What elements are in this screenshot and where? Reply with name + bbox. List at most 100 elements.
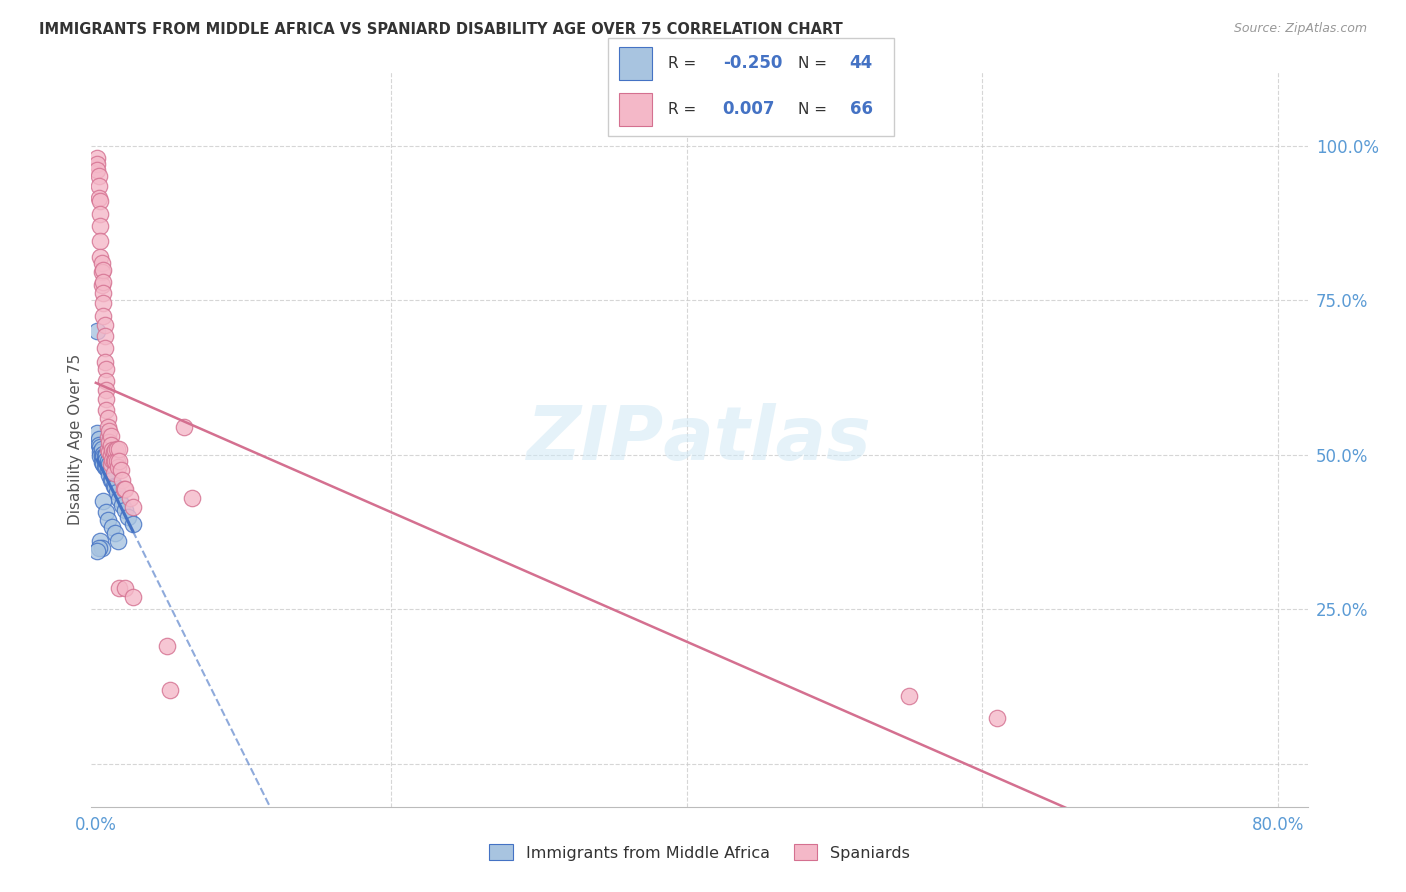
Point — [103, 478, 125, 492]
Point — [97, 513, 120, 527]
Point — [91, 457, 114, 471]
Point — [96, 505, 118, 519]
Point — [114, 503, 136, 517]
Point — [108, 581, 131, 595]
Point — [100, 461, 122, 475]
Point — [118, 491, 141, 505]
Point — [87, 191, 110, 205]
Point — [100, 473, 122, 487]
Point — [173, 420, 195, 434]
Legend: Immigrants from Middle Africa, Spaniards: Immigrants from Middle Africa, Spaniards — [482, 838, 917, 867]
Point — [87, 433, 110, 447]
Point — [97, 430, 120, 444]
Point — [101, 520, 124, 534]
Point — [159, 682, 181, 697]
Point — [96, 452, 118, 467]
Point — [100, 429, 122, 443]
FancyBboxPatch shape — [620, 93, 652, 126]
Point — [107, 534, 129, 549]
Y-axis label: Disability Age Over 75: Disability Age Over 75 — [67, 354, 83, 524]
Point — [104, 480, 127, 494]
Text: R =: R = — [668, 102, 696, 117]
Point — [117, 509, 139, 524]
Point — [96, 460, 118, 475]
Point — [111, 499, 134, 513]
Point — [103, 444, 125, 458]
Point — [91, 450, 114, 465]
Point — [91, 446, 114, 460]
Point — [89, 449, 111, 463]
Text: ZIPаtlas: ZIPаtlas — [527, 403, 872, 475]
Point — [89, 194, 111, 209]
Point — [86, 163, 108, 178]
Point — [91, 275, 114, 289]
Point — [112, 482, 135, 496]
Point — [986, 710, 1008, 724]
Point — [107, 460, 129, 475]
Point — [91, 285, 114, 300]
Text: N =: N = — [799, 56, 827, 70]
Point — [105, 442, 128, 456]
Point — [96, 448, 118, 462]
Point — [93, 318, 115, 332]
Point — [93, 460, 115, 475]
Point — [89, 444, 111, 458]
Point — [91, 296, 114, 310]
Point — [114, 581, 136, 595]
Point — [91, 263, 114, 277]
Point — [103, 454, 125, 468]
Point — [90, 277, 112, 292]
Point — [100, 438, 122, 452]
Point — [111, 473, 134, 487]
Point — [89, 206, 111, 220]
Point — [87, 178, 110, 193]
Point — [89, 235, 111, 249]
FancyBboxPatch shape — [607, 37, 894, 136]
Point — [110, 463, 132, 477]
Point — [180, 491, 202, 505]
Point — [98, 457, 121, 471]
Point — [90, 256, 112, 270]
Point — [897, 689, 920, 703]
Point — [104, 454, 127, 468]
Text: 66: 66 — [849, 100, 873, 118]
Point — [96, 374, 118, 388]
Point — [90, 265, 112, 279]
Point — [93, 342, 115, 356]
Point — [97, 410, 120, 425]
Point — [97, 463, 120, 477]
Point — [93, 329, 115, 343]
Point — [97, 454, 120, 468]
Point — [90, 541, 112, 555]
Point — [86, 151, 108, 165]
Point — [101, 442, 124, 457]
Point — [108, 442, 131, 456]
Point — [86, 426, 108, 441]
Point — [89, 534, 111, 549]
Point — [100, 448, 122, 462]
Point — [86, 324, 108, 338]
Text: R =: R = — [668, 56, 696, 70]
Text: IMMIGRANTS FROM MIDDLE AFRICA VS SPANIARD DISABILITY AGE OVER 75 CORRELATION CHA: IMMIGRANTS FROM MIDDLE AFRICA VS SPANIAR… — [39, 22, 844, 37]
Point — [98, 444, 121, 458]
Point — [89, 250, 111, 264]
Point — [93, 355, 115, 369]
Point — [105, 454, 128, 468]
Point — [86, 543, 108, 558]
Point — [108, 492, 131, 507]
Point — [96, 392, 118, 406]
Point — [93, 454, 115, 468]
Point — [91, 309, 114, 323]
Point — [90, 449, 112, 463]
Point — [90, 442, 112, 456]
Text: Source: ZipAtlas.com: Source: ZipAtlas.com — [1233, 22, 1367, 36]
Point — [86, 157, 108, 171]
Point — [98, 435, 121, 450]
Point — [101, 473, 124, 487]
Point — [96, 383, 118, 397]
Point — [98, 467, 121, 482]
Point — [105, 484, 128, 499]
Point — [100, 457, 122, 471]
Point — [87, 169, 110, 184]
FancyBboxPatch shape — [620, 47, 652, 79]
